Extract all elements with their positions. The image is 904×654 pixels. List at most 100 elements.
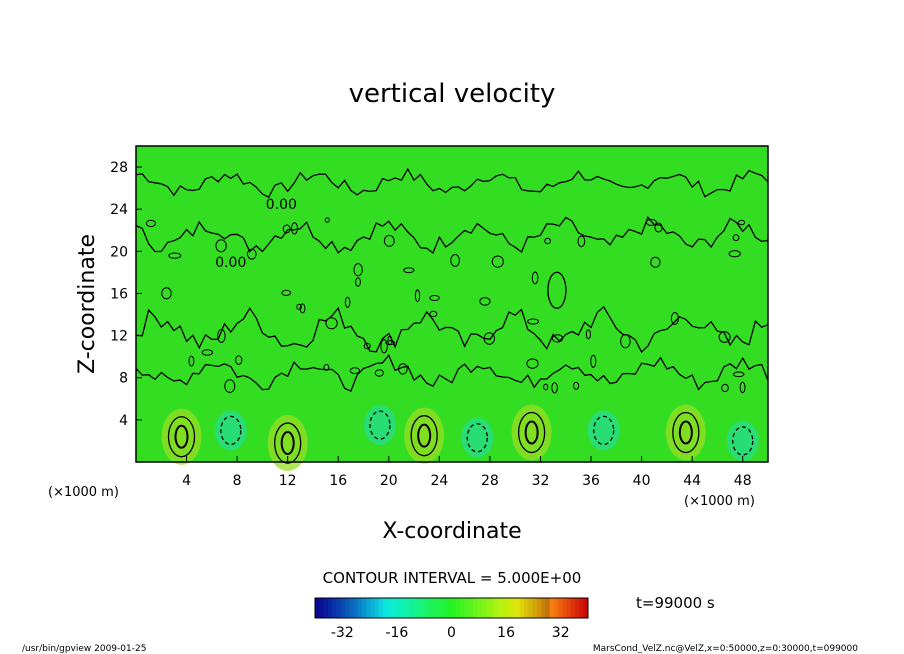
colorbar-cell-51 <box>532 598 538 618</box>
colorbar-cell-0 <box>315 598 320 618</box>
colorbar-cell-50 <box>528 598 534 618</box>
contour-cell-1 <box>585 329 592 340</box>
x-tick-label-20: 20 <box>380 473 398 489</box>
plot-area: 0.000.00 4 8 12 16 20 24 28 32 36 40 44 48 48121620… <box>110 145 769 489</box>
x-tick-label-24: 24 <box>430 473 448 489</box>
colorbar-cell-54 <box>545 598 551 618</box>
colorbar-cell-49 <box>524 598 529 618</box>
contour-cell-45 <box>737 219 746 226</box>
contour-cell-18 <box>161 287 172 300</box>
downdraft-contour-1 <box>369 410 391 440</box>
updraft-contour-outer-0 <box>167 416 196 458</box>
contour-cell-9 <box>374 369 384 377</box>
y-tick-label-28: 28 <box>110 160 128 176</box>
colorbar-cell-23 <box>413 598 418 618</box>
downdraft-2 <box>461 417 494 458</box>
contour-cell-4 <box>728 250 741 258</box>
y-tick-label-24: 24 <box>110 202 128 218</box>
contour-cell-6 <box>670 312 679 325</box>
colorbar-cell-17 <box>387 598 393 618</box>
contour-cell-29 <box>650 256 661 268</box>
colorbar-cell-24 <box>417 598 423 618</box>
colorbar-cell-30 <box>442 598 448 618</box>
contour-cell-47 <box>201 349 214 356</box>
contour-cell-50 <box>590 354 597 368</box>
updraft-contour-inner-0 <box>174 424 189 449</box>
colorbar-cell-46 <box>511 598 516 618</box>
colorbar: -32 -16 0 16 32 <box>314 597 589 641</box>
contour-cell-54 <box>323 364 330 371</box>
contour-cell-32 <box>363 342 371 350</box>
colorbar-cell-40 <box>485 598 491 618</box>
contour-cell-large <box>547 271 567 309</box>
contour-cell-30 <box>168 252 182 259</box>
contour-cell-11 <box>291 222 298 235</box>
contour-cell-3 <box>403 267 415 274</box>
contour-cell-35 <box>188 355 195 367</box>
contour-mid-upper <box>135 215 769 254</box>
colorbar-tick-0: 0 <box>447 625 456 641</box>
x-tick-label-40: 40 <box>633 473 651 489</box>
colorbar-cell-48 <box>519 598 525 618</box>
colorbar-cell-8 <box>349 598 354 618</box>
colorbar-cell-10 <box>357 598 363 618</box>
colorbar-cell-57 <box>558 598 563 618</box>
y-axis-label: Z-coordinate <box>75 234 100 374</box>
contour-cell-42 <box>491 255 504 268</box>
colorbar-cell-35 <box>464 598 470 618</box>
x-tick-label-32: 32 <box>532 473 550 489</box>
colorbar-cell-62 <box>579 598 585 618</box>
colorbar-cell-3 <box>327 598 333 618</box>
colorbar-tick--16: -16 <box>385 625 408 641</box>
contour-cell-15 <box>324 217 330 223</box>
colorbar-cell-7 <box>344 598 350 618</box>
x-axis-label: X-coordinate <box>382 519 521 544</box>
colorbar-cell-47 <box>515 598 521 618</box>
colorbar-tick-16: 16 <box>497 625 515 641</box>
y-tick-label-12: 12 <box>110 329 128 345</box>
downdraft-4 <box>726 420 759 461</box>
colorbar-cell-4 <box>332 598 337 618</box>
colorbar-cell-28 <box>434 598 440 618</box>
y-tick-label-4: 4 <box>119 413 128 429</box>
contour-cell-48 <box>215 239 227 253</box>
x-unit-right: (×1000 m) <box>684 494 755 509</box>
updraft-contour-inner-2 <box>524 420 539 445</box>
contour-label-1: 0.00 <box>215 255 246 271</box>
colorbar-cell-39 <box>481 598 487 618</box>
contour-cell-22 <box>732 234 740 242</box>
colorbar-cell-11 <box>361 598 367 618</box>
contour-cell-57 <box>544 237 551 245</box>
colorbar-cell-38 <box>477 598 482 618</box>
contour-cell-38 <box>526 358 539 369</box>
updraft-contour-outer-3 <box>672 411 700 454</box>
x-axis-ticks: 4 8 12 16 20 24 28 32 36 40 44 48 <box>182 456 752 489</box>
colorbar-cell-32 <box>451 598 457 618</box>
colorbar-cell-53 <box>541 598 546 618</box>
colorbar-cell-21 <box>404 598 410 618</box>
x-tick-label-28: 28 <box>481 473 499 489</box>
colorbar-cell-45 <box>506 598 512 618</box>
colorbar-tick-32: 32 <box>552 625 570 641</box>
updraft-contour-outer-2 <box>517 411 546 454</box>
contour-cell-37 <box>654 222 663 233</box>
colorbar-cell-12 <box>366 598 371 618</box>
colorbar-cell-2 <box>323 598 329 618</box>
updraft-contour-outer-1 <box>410 415 438 457</box>
colorbar-cell-42 <box>494 598 499 618</box>
contour-cell-53 <box>479 297 491 306</box>
colorbar-cell-29 <box>438 598 444 618</box>
contour-cell-33 <box>235 355 243 366</box>
colorbar-cell-13 <box>370 598 376 618</box>
y-tick-label-20: 20 <box>110 244 128 260</box>
contour-mid <box>135 305 769 354</box>
updraft-contour-inner-1 <box>417 423 432 448</box>
contour-cell-41 <box>577 235 586 248</box>
colorbar-cell-44 <box>502 598 508 618</box>
downdraft-0 <box>214 410 247 451</box>
contour-cell-36 <box>344 296 351 308</box>
x-tick-label-48: 48 <box>734 473 752 489</box>
contour-cell-27 <box>353 263 363 277</box>
contour-cell-40 <box>531 271 539 285</box>
colorbar-cell-61 <box>575 598 580 618</box>
